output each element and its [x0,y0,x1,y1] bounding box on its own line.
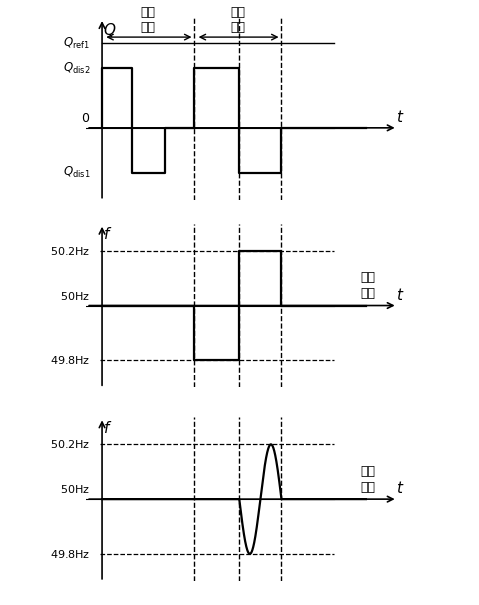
Text: 理想
状态: 理想 状态 [360,272,375,301]
Text: $50.2\rm{Hz}$: $50.2\rm{Hz}$ [50,439,90,450]
Text: $t$: $t$ [396,480,405,496]
Text: 实际
情况: 实际 情况 [360,465,375,494]
Text: $Q_{\rm dis2}$: $Q_{\rm dis2}$ [63,60,90,76]
Text: $49.8\rm{Hz}$: $49.8\rm{Hz}$ [50,355,90,366]
Text: $50.2\rm{Hz}$: $50.2\rm{Hz}$ [50,245,90,257]
Text: $50\rm{Hz}$: $50\rm{Hz}$ [60,290,90,301]
Text: 孤岛
状态: 孤岛 状态 [230,6,245,34]
Text: $t$: $t$ [396,109,405,125]
Text: 正常
运行: 正常 运行 [141,6,156,34]
Text: $50\rm{Hz}$: $50\rm{Hz}$ [60,483,90,495]
Text: $0$: $0$ [81,112,90,125]
Text: $f$: $f$ [103,226,113,242]
Text: $49.8\rm{Hz}$: $49.8\rm{Hz}$ [50,548,90,560]
Text: $t$: $t$ [396,287,405,302]
Text: $Q_{\rm ref1}$: $Q_{\rm ref1}$ [63,36,90,51]
Text: $f$: $f$ [103,420,113,436]
Text: $Q_{\rm dis1}$: $Q_{\rm dis1}$ [63,165,90,180]
Text: $Q$: $Q$ [103,21,117,39]
